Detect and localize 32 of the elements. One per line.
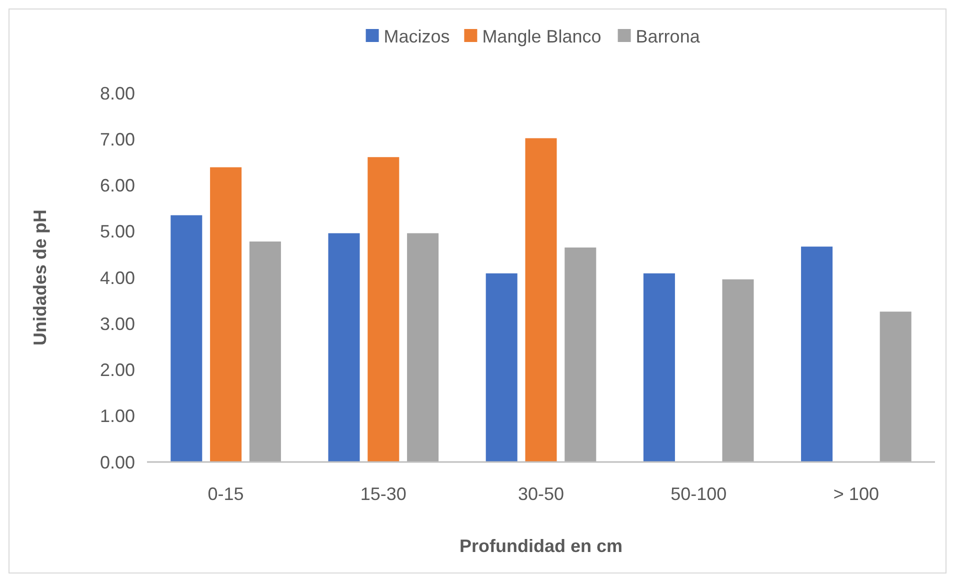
- x-tick-label: 0-15: [208, 484, 244, 504]
- y-tick-label: 6.00: [100, 176, 135, 196]
- bar: [210, 167, 242, 462]
- y-tick-label: 8.00: [100, 83, 135, 104]
- y-tick-label: 1.00: [100, 406, 135, 426]
- bar: [368, 157, 400, 462]
- bar: [170, 215, 202, 462]
- bar: [328, 233, 360, 462]
- y-tick-label: 0.00: [100, 452, 135, 472]
- y-tick-label: 7.00: [100, 129, 135, 150]
- x-axis-title: Profundidad en cm: [459, 536, 623, 556]
- x-tick-label: 30-50: [518, 484, 564, 504]
- y-tick-label: 4.00: [100, 268, 135, 288]
- y-tick-label: 3.00: [100, 314, 135, 334]
- y-axis-title: Unidades de pH: [30, 209, 50, 346]
- bar: [525, 138, 557, 462]
- y-tick-label: 2.00: [100, 360, 135, 380]
- y-tick-label: 5.00: [100, 222, 135, 242]
- x-tick-label: 50-100: [670, 484, 727, 504]
- bar: [407, 233, 439, 462]
- bar: [880, 312, 912, 462]
- legend-label: Barrona: [636, 26, 701, 46]
- legend-label: Mangle Blanco: [482, 26, 602, 46]
- x-tick-label: 15-30: [360, 484, 406, 504]
- legend-label: Macizos: [384, 26, 450, 46]
- bar: [801, 246, 833, 462]
- bar: [722, 279, 754, 462]
- bar: [249, 242, 281, 462]
- bar: [486, 273, 518, 462]
- bar: [564, 248, 596, 462]
- x-tick-label: > 100: [833, 484, 879, 504]
- bar: [643, 273, 675, 462]
